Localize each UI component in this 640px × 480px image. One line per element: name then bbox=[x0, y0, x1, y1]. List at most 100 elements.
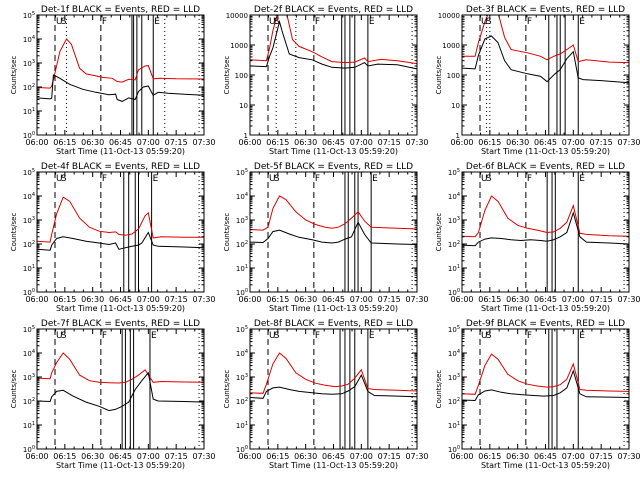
panel-3: US F E Det-3f BLACK = Events, RED = LLD 1 10 1… bbox=[435, 5, 640, 156]
x-tick-label: 06:15 bbox=[53, 138, 76, 147]
x-tick-label: 07:00 bbox=[137, 138, 160, 147]
y-tick-label: 105 bbox=[236, 168, 248, 177]
phase-marker-label: U bbox=[56, 17, 63, 27]
x-axis-label: Start Time (11-Oct-13 05:59:20) bbox=[481, 461, 610, 470]
x-tick-label: 06:45 bbox=[534, 452, 557, 461]
phase-marker-label: E bbox=[153, 174, 159, 184]
y-tick-label: 102 bbox=[23, 397, 35, 406]
panel-title: Det-9f BLACK = Events, RED = LLD bbox=[466, 319, 625, 329]
plot-area bbox=[462, 329, 629, 449]
x-tick-label: 06:00 bbox=[25, 138, 48, 147]
x-tick-label: 07:15 bbox=[165, 295, 188, 304]
plot-frame bbox=[249, 328, 418, 450]
x-tick-label: 06:15 bbox=[53, 452, 76, 461]
phase-marker-label: F bbox=[315, 331, 320, 341]
y-tick-label: 100 bbox=[235, 72, 248, 80]
x-tick-label: 07:30 bbox=[617, 138, 640, 147]
x-axis-label: Start Time (11-Oct-13 05:59:20) bbox=[269, 461, 398, 470]
lld-series-line bbox=[37, 196, 204, 243]
events-series-line bbox=[462, 211, 629, 247]
y-axis-label: Counts/sec bbox=[10, 213, 18, 252]
events-series-line bbox=[250, 221, 417, 245]
plot-frame bbox=[249, 171, 418, 293]
x-tick-label: 06:45 bbox=[322, 295, 345, 304]
x-tick-label: 06:30 bbox=[294, 138, 317, 147]
phase-marker-label: E bbox=[369, 331, 375, 341]
x-tick-label: 06:00 bbox=[25, 452, 48, 461]
x-tick-label: 06:45 bbox=[109, 295, 132, 304]
phase-marker-label: S bbox=[486, 17, 492, 27]
lld-series-line bbox=[250, 352, 417, 394]
x-axis-label: Start Time (11-Oct-13 05:59:20) bbox=[481, 304, 610, 313]
x-tick-label: 07:00 bbox=[562, 295, 585, 304]
x-tick-label: 07:15 bbox=[590, 138, 613, 147]
x-tick-label: 06:00 bbox=[238, 138, 261, 147]
y-tick-label: 100 bbox=[236, 445, 248, 454]
x-tick-label: 07:15 bbox=[378, 452, 401, 461]
x-tick-label: 06:00 bbox=[238, 452, 261, 461]
phase-marker-label: S bbox=[274, 331, 280, 341]
y-tick-label: 103 bbox=[23, 373, 35, 382]
plot-area bbox=[250, 15, 417, 135]
y-tick-label: 101 bbox=[23, 421, 35, 430]
y-tick-label: 103 bbox=[236, 216, 248, 225]
panel-2: US F E Det-2f BLACK = Events, RED = LLD 1 10 1… bbox=[223, 5, 429, 156]
x-tick-label: 07:00 bbox=[137, 295, 160, 304]
plot-area bbox=[462, 172, 629, 292]
plot-area bbox=[37, 172, 204, 292]
x-tick-label: 07:15 bbox=[378, 295, 401, 304]
x-tick-label: 06:30 bbox=[294, 295, 317, 304]
lld-series-line bbox=[37, 38, 204, 89]
phase-marker-label: U bbox=[481, 174, 488, 184]
x-tick-label: 06:00 bbox=[450, 138, 473, 147]
y-axis-label: Counts/sec bbox=[223, 370, 231, 409]
y-tick-label: 101 bbox=[448, 264, 460, 273]
lld-series-line bbox=[462, 195, 629, 238]
y-tick-label: 105 bbox=[448, 168, 460, 177]
plot-frame bbox=[36, 328, 205, 450]
y-tick-label: 103 bbox=[236, 373, 248, 382]
events-series-line bbox=[37, 231, 204, 251]
x-axis-label: Start Time (11-Oct-13 05:59:20) bbox=[481, 147, 610, 156]
y-tick-label: 104 bbox=[448, 349, 460, 358]
x-tick-label: 07:15 bbox=[165, 452, 188, 461]
plot-frame bbox=[36, 14, 205, 136]
x-tick-label: 06:15 bbox=[266, 452, 289, 461]
phase-marker-label: E bbox=[579, 174, 585, 184]
y-tick-label: 101 bbox=[448, 421, 460, 430]
panel-title: Det-2f BLACK = Events, RED = LLD bbox=[254, 5, 413, 15]
panel-title: Det-5f BLACK = Events, RED = LLD bbox=[254, 162, 413, 172]
y-tick-label: 102 bbox=[23, 240, 35, 249]
y-tick-label: 104 bbox=[23, 192, 35, 201]
x-tick-label: 06:45 bbox=[322, 138, 345, 147]
y-tick-label: 100 bbox=[23, 288, 35, 297]
plot-frame bbox=[461, 328, 630, 450]
x-axis-label: Start Time (11-Oct-13 05:59:20) bbox=[269, 147, 398, 156]
y-tick-label: 1 bbox=[244, 132, 248, 140]
y-tick-label: 102 bbox=[448, 397, 460, 406]
x-tick-label: 06:30 bbox=[294, 452, 317, 461]
panel-5: US F E Det-5f BLACK = Events, RED = LLD 100 1… bbox=[223, 162, 429, 313]
phase-marker-label: F bbox=[102, 331, 107, 341]
y-tick-label: 102 bbox=[236, 240, 248, 249]
y-tick-label: 103 bbox=[23, 59, 35, 68]
x-tick-label: 06:30 bbox=[506, 138, 529, 147]
phase-marker-label: U bbox=[56, 331, 63, 341]
y-tick-label: 100 bbox=[448, 288, 460, 297]
phase-marker-label: F bbox=[102, 174, 107, 184]
events-series-line bbox=[37, 74, 204, 102]
phase-marker-label: U bbox=[269, 331, 276, 341]
phase-marker-label: S bbox=[61, 17, 67, 27]
events-series-line bbox=[250, 19, 417, 70]
y-tick-label: 100 bbox=[447, 72, 460, 80]
x-tick-label: 07:00 bbox=[350, 295, 373, 304]
y-tick-label: 104 bbox=[23, 349, 35, 358]
y-tick-label: 103 bbox=[448, 373, 460, 382]
events-series-line bbox=[37, 371, 204, 412]
y-tick-label: 102 bbox=[23, 83, 35, 92]
y-tick-label: 105 bbox=[448, 325, 460, 334]
x-tick-label: 07:30 bbox=[405, 452, 428, 461]
x-tick-label: 07:30 bbox=[405, 138, 428, 147]
y-tick-label: 1000 bbox=[230, 42, 248, 50]
